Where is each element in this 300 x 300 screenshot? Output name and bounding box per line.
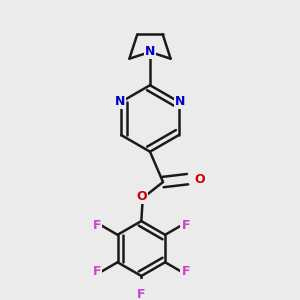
Text: F: F	[137, 288, 146, 300]
Text: F: F	[93, 265, 101, 278]
Text: O: O	[195, 173, 206, 186]
Text: N: N	[145, 46, 155, 59]
Text: F: F	[182, 265, 190, 278]
Text: N: N	[175, 95, 185, 108]
Text: N: N	[115, 95, 125, 108]
Text: O: O	[136, 190, 147, 203]
Text: F: F	[93, 219, 101, 232]
Text: F: F	[182, 219, 190, 232]
